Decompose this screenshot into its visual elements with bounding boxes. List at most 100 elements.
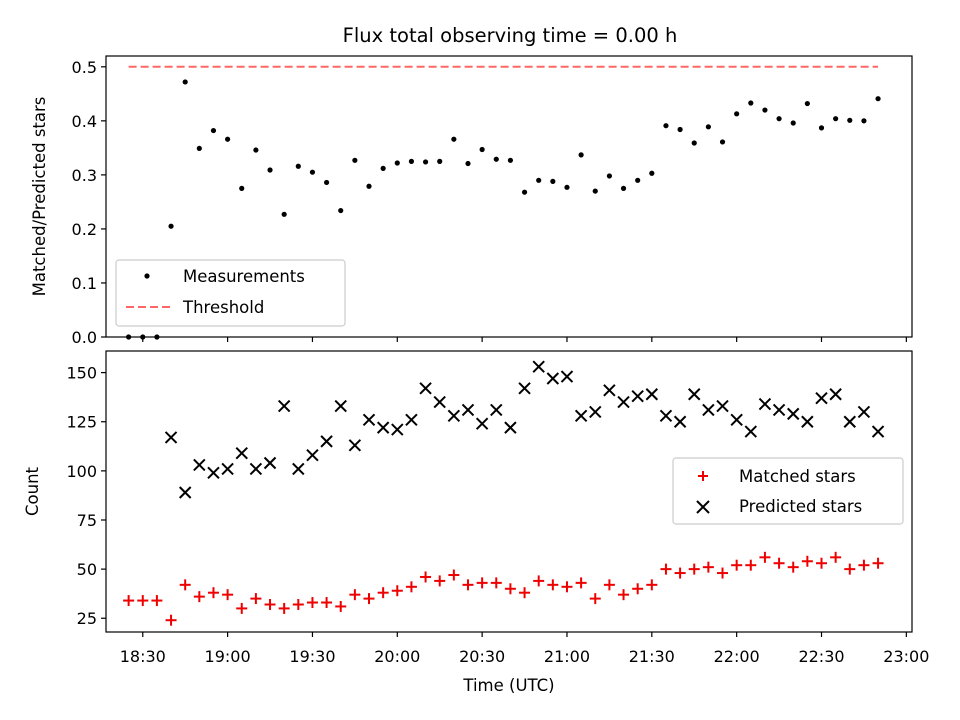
measurement-point xyxy=(253,147,259,153)
predicted-point xyxy=(504,421,517,434)
predicted-point xyxy=(461,403,475,417)
matched-point xyxy=(618,589,630,601)
measurement-point xyxy=(408,158,415,164)
matched-point xyxy=(646,579,658,591)
matched-point xyxy=(830,551,842,563)
predicted-point xyxy=(490,403,503,417)
measurement-point xyxy=(267,167,273,173)
matched-point xyxy=(264,598,276,610)
matched-point xyxy=(391,585,403,597)
matched-point xyxy=(306,597,318,609)
measurement-point xyxy=(833,116,839,122)
measurement-point xyxy=(225,136,231,142)
predicted-point xyxy=(673,415,687,428)
top-plot-frame xyxy=(105,55,913,338)
predicted-point xyxy=(277,399,291,413)
predicted-point xyxy=(292,462,305,476)
bottom-x-tick-label: 22:30 xyxy=(798,647,844,666)
predicted-point xyxy=(758,397,772,411)
predicted-point xyxy=(532,360,545,373)
measurement-point xyxy=(168,223,174,229)
matched-point xyxy=(533,575,545,587)
top-y-tick-label: 0.3 xyxy=(72,166,97,185)
bottom-y-tick-label: 100 xyxy=(66,462,97,481)
matched-point xyxy=(702,561,714,573)
measurement-point xyxy=(762,107,768,113)
measurement-point xyxy=(818,125,825,131)
matched-point xyxy=(476,577,488,589)
top-y-tick-label: 0.5 xyxy=(72,58,97,77)
measurement-point xyxy=(649,170,655,176)
measurement-point xyxy=(281,211,287,217)
measurement-point xyxy=(239,185,245,191)
predicted-point xyxy=(405,413,418,426)
measurement-point xyxy=(380,165,386,171)
predicted-point xyxy=(772,403,786,417)
matched-point xyxy=(434,575,446,587)
matched-point xyxy=(589,593,601,605)
legend-measurements-marker xyxy=(144,273,150,279)
measurement-point xyxy=(196,145,202,152)
top-legend: Measurements Threshold xyxy=(115,259,346,327)
bottom-x-tick-label: 19:00 xyxy=(205,647,251,666)
measurement-point xyxy=(564,184,570,190)
predicted-point xyxy=(178,486,192,499)
matched-point xyxy=(278,602,290,614)
measurement-point xyxy=(437,158,443,164)
predicted-point xyxy=(235,446,248,460)
legend-threshold-label: Threshold xyxy=(182,298,264,317)
measurement-point xyxy=(875,96,881,102)
matched-point xyxy=(349,589,361,601)
predicted-point xyxy=(207,466,220,480)
matched-point xyxy=(547,579,559,591)
measurement-point xyxy=(635,177,641,183)
measurement-point xyxy=(521,189,528,195)
predicted-point xyxy=(801,415,814,428)
matched-point xyxy=(377,587,389,599)
predicted-point xyxy=(829,388,842,401)
measurement-point xyxy=(465,160,471,167)
predicted-point xyxy=(348,439,362,452)
matched-point xyxy=(759,551,771,563)
predicted-point xyxy=(475,417,489,430)
predicted-point xyxy=(787,407,800,421)
top-y-tick-label: 0.2 xyxy=(72,220,97,239)
bottom-x-tick-label: 23:00 xyxy=(883,647,929,666)
legend-matched-marker xyxy=(698,471,708,481)
matched-point xyxy=(858,559,870,571)
bottom-x-tick-label: 19:30 xyxy=(289,647,335,666)
measurement-point xyxy=(734,111,740,117)
matched-point xyxy=(519,587,531,599)
matched-point xyxy=(420,571,432,583)
matched-point xyxy=(504,583,516,595)
predicted-point xyxy=(730,413,743,426)
matched-point xyxy=(363,593,375,605)
measurement-point xyxy=(705,124,711,130)
bottom-legend-box xyxy=(672,457,904,525)
matched-point xyxy=(165,614,177,626)
matched-point xyxy=(405,581,417,593)
bottom-legend: Matched stars Predicted stars xyxy=(672,457,904,525)
predicted-point xyxy=(546,372,560,385)
bottom-x-tick-label: 21:30 xyxy=(629,647,675,666)
predicted-point xyxy=(659,409,673,423)
measurement-point xyxy=(790,120,796,126)
matched-point xyxy=(688,563,700,575)
measurement-point xyxy=(663,123,669,129)
bottom-x-tick-label: 20:00 xyxy=(374,647,420,666)
top-y-tick-label: 0.4 xyxy=(72,112,97,131)
predicted-point xyxy=(518,382,531,395)
measurement-point xyxy=(606,173,612,179)
matched-point xyxy=(222,589,234,601)
measurement-point xyxy=(861,118,867,124)
measurement-point xyxy=(620,185,627,191)
matched-point xyxy=(292,598,304,610)
legend-predicted-label: Predicted stars xyxy=(739,497,862,516)
matched-point xyxy=(801,555,813,567)
matched-point xyxy=(603,579,615,591)
predicted-point xyxy=(249,462,263,476)
top-legend-box xyxy=(115,259,346,327)
measurement-point xyxy=(578,152,584,158)
matched-point xyxy=(816,557,828,569)
